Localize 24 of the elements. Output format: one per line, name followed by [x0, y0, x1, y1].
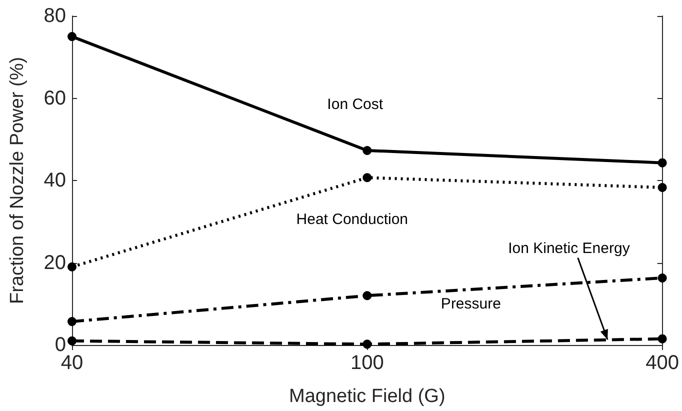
x-tick-label: 100: [350, 352, 384, 374]
point: [362, 291, 372, 300]
point: [362, 146, 372, 155]
point: [658, 273, 667, 282]
text: Ion Kinetic Energy: [508, 240, 630, 257]
y-tick-label: 40: [44, 170, 66, 192]
series-label: Ion Cost: [327, 96, 384, 113]
y-axis-title: Fraction of Nozzle Power (%): [7, 56, 28, 304]
series-label: Pressure: [440, 295, 501, 312]
series-label: Heat Conduction: [296, 211, 408, 228]
point: [658, 158, 667, 168]
point: [362, 340, 372, 349]
y-tick-label: 60: [44, 87, 66, 110]
point: [68, 262, 76, 272]
point: [68, 317, 76, 326]
point: [68, 336, 76, 346]
point: [362, 173, 372, 182]
point: [658, 182, 667, 192]
point: [658, 334, 667, 344]
point: [68, 32, 76, 42]
x-axis-title: Magnetic Field (G): [289, 386, 446, 407]
y-tick-label: 20: [44, 252, 66, 274]
x-tick-label: 400: [646, 352, 680, 374]
y-tick-label: 80: [44, 5, 66, 27]
